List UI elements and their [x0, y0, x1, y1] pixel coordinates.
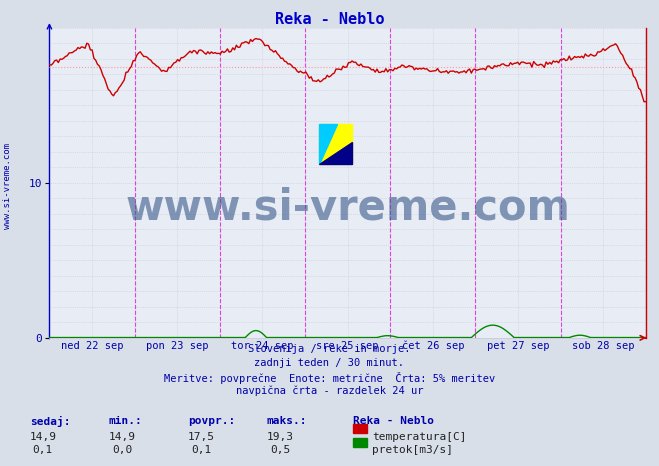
Text: Meritve: povprečne  Enote: metrične  Črta: 5% meritev: Meritve: povprečne Enote: metrične Črta:…: [164, 372, 495, 384]
Text: 19,3: 19,3: [267, 432, 293, 441]
Text: pretok[m3/s]: pretok[m3/s]: [372, 445, 453, 455]
Text: 17,5: 17,5: [188, 432, 214, 441]
Text: navpična črta - razdelek 24 ur: navpična črta - razdelek 24 ur: [236, 386, 423, 397]
Text: temperatura[C]: temperatura[C]: [372, 432, 467, 441]
Bar: [319, 124, 352, 164]
Polygon shape: [319, 142, 352, 164]
Text: 0,1: 0,1: [33, 445, 53, 455]
Text: Slovenija / reke in morje.: Slovenija / reke in morje.: [248, 344, 411, 354]
Text: 0,0: 0,0: [112, 445, 132, 455]
Text: povpr.:: povpr.:: [188, 416, 235, 425]
Text: zadnji teden / 30 minut.: zadnji teden / 30 minut.: [254, 358, 405, 368]
Text: 14,9: 14,9: [109, 432, 135, 441]
Polygon shape: [319, 124, 337, 164]
Text: Reka - Neblo: Reka - Neblo: [275, 12, 384, 27]
Text: www.si-vreme.com: www.si-vreme.com: [3, 144, 13, 229]
Text: min.:: min.:: [109, 416, 142, 425]
Text: maks.:: maks.:: [267, 416, 307, 425]
Text: 14,9: 14,9: [30, 432, 56, 441]
Text: 0,1: 0,1: [191, 445, 211, 455]
Text: sedaj:: sedaj:: [30, 416, 70, 427]
Text: Reka - Neblo: Reka - Neblo: [353, 416, 434, 425]
Text: www.si-vreme.com: www.si-vreme.com: [125, 187, 570, 229]
Text: 0,5: 0,5: [270, 445, 290, 455]
